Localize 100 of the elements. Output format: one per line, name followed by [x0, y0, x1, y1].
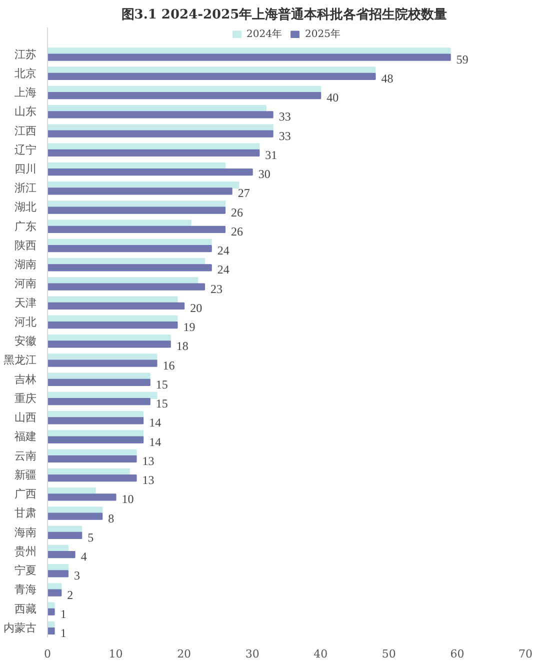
- bar: [48, 149, 260, 156]
- y-tick-label: 天津: [14, 296, 36, 310]
- data-label: 13: [142, 454, 154, 468]
- bar: [48, 188, 232, 195]
- y-tick-label: 甘肃: [14, 506, 36, 520]
- bar: [48, 372, 150, 380]
- bar: [48, 48, 451, 55]
- data-label: 15: [156, 396, 168, 411]
- data-label: 26: [231, 205, 244, 220]
- bar: [48, 494, 116, 501]
- bar: [48, 296, 178, 304]
- data-label: 30: [258, 167, 270, 182]
- data-label: 5: [88, 530, 94, 544]
- data-label: 13: [142, 473, 154, 488]
- bar: [48, 417, 144, 424]
- bar: [48, 226, 226, 233]
- x-tick-label: 50: [382, 648, 396, 660]
- x-tick-label: 30: [245, 648, 260, 660]
- bar: [48, 627, 55, 635]
- bar: [48, 54, 451, 61]
- y-tick-label: 上海: [14, 86, 36, 100]
- bar: [48, 264, 212, 272]
- data-label: 14: [149, 434, 162, 449]
- bar: [48, 130, 274, 138]
- bar: [48, 244, 212, 252]
- y-tick-label: 江西: [14, 124, 36, 138]
- bar: [48, 321, 178, 329]
- data-label: 4: [80, 550, 87, 564]
- y-tick-label: 辽宁: [14, 143, 36, 156]
- bar: [48, 111, 274, 118]
- y-tick-label: 内蒙古: [4, 621, 36, 634]
- y-tick-label: 陕西: [14, 238, 36, 252]
- bar: [48, 168, 253, 176]
- data-label: 10: [122, 492, 134, 506]
- data-label: 26: [231, 224, 244, 238]
- data-label: 8: [108, 511, 114, 526]
- bar: [48, 378, 150, 386]
- legend-label: 2024年: [246, 28, 282, 41]
- bar: [48, 302, 185, 310]
- y-tick-label: 宁夏: [14, 564, 36, 578]
- legend-label: 2025年: [305, 28, 340, 41]
- data-label: 59: [456, 52, 468, 66]
- x-tick-label: 0: [44, 648, 51, 660]
- y-tick-label: 新疆: [14, 468, 36, 482]
- x-tick-label: 60: [450, 648, 464, 660]
- data-label: 27: [238, 186, 250, 200]
- bar: [48, 550, 76, 558]
- data-label: 33: [278, 128, 291, 143]
- y-tick-label: 河南: [14, 277, 36, 290]
- y-tick-label: 山东: [14, 105, 36, 118]
- y-tick-label: 湖南: [14, 258, 36, 272]
- bar: [48, 340, 171, 348]
- bar: [48, 455, 137, 462]
- bar: [48, 398, 150, 406]
- y-tick-label: 云南: [14, 449, 36, 462]
- y-tick-label: 重庆: [14, 392, 36, 405]
- bar: [48, 589, 62, 596]
- data-label: 24: [217, 262, 230, 277]
- data-label: 20: [190, 300, 202, 315]
- data-label: 31: [265, 148, 278, 162]
- y-tick-label: 河北: [14, 315, 36, 328]
- y-tick-label: 山西: [14, 411, 36, 424]
- y-tick-label: 吉林: [14, 372, 36, 386]
- bar: [48, 474, 137, 482]
- bar: [48, 206, 226, 214]
- data-label: 2: [67, 588, 74, 602]
- y-tick-label: 福建: [14, 430, 36, 444]
- data-label: 1: [60, 606, 66, 621]
- bar: [48, 360, 158, 367]
- data-label: 48: [381, 71, 394, 86]
- data-label: 15: [156, 377, 168, 392]
- chart-title: 图3.1 2024-2025年上海普通本科批各省招生院校数量: [121, 6, 448, 22]
- data-label: 23: [210, 282, 223, 296]
- y-tick-label: 广东: [14, 220, 36, 233]
- x-tick-label: 20: [177, 648, 192, 660]
- y-tick-label: 黑龙江: [4, 354, 36, 367]
- y-tick-label: 江苏: [14, 48, 36, 61]
- bar: [48, 449, 137, 456]
- data-label: 19: [183, 320, 196, 334]
- bar: [48, 124, 274, 132]
- bar: [48, 608, 55, 616]
- y-tick-label: 安徽: [14, 334, 36, 348]
- y-tick-label: 海南: [14, 526, 36, 539]
- data-label: 18: [176, 339, 188, 354]
- bar: [48, 570, 68, 578]
- data-label: 3: [74, 568, 80, 583]
- y-tick-label: 北京: [14, 66, 36, 80]
- y-tick-label: 浙江: [14, 182, 36, 195]
- y-tick-label: 湖北: [14, 200, 36, 214]
- bar: [48, 72, 376, 80]
- data-label: 24: [217, 244, 230, 258]
- x-tick-label: 10: [108, 648, 123, 660]
- bar: [48, 526, 82, 533]
- data-label: 33: [278, 110, 291, 124]
- data-label: 14: [149, 416, 162, 430]
- bar: [48, 92, 322, 100]
- data-label: 1: [60, 626, 66, 640]
- data-label: 40: [326, 90, 339, 105]
- x-tick-label: 40: [314, 648, 328, 660]
- bar: [48, 436, 144, 444]
